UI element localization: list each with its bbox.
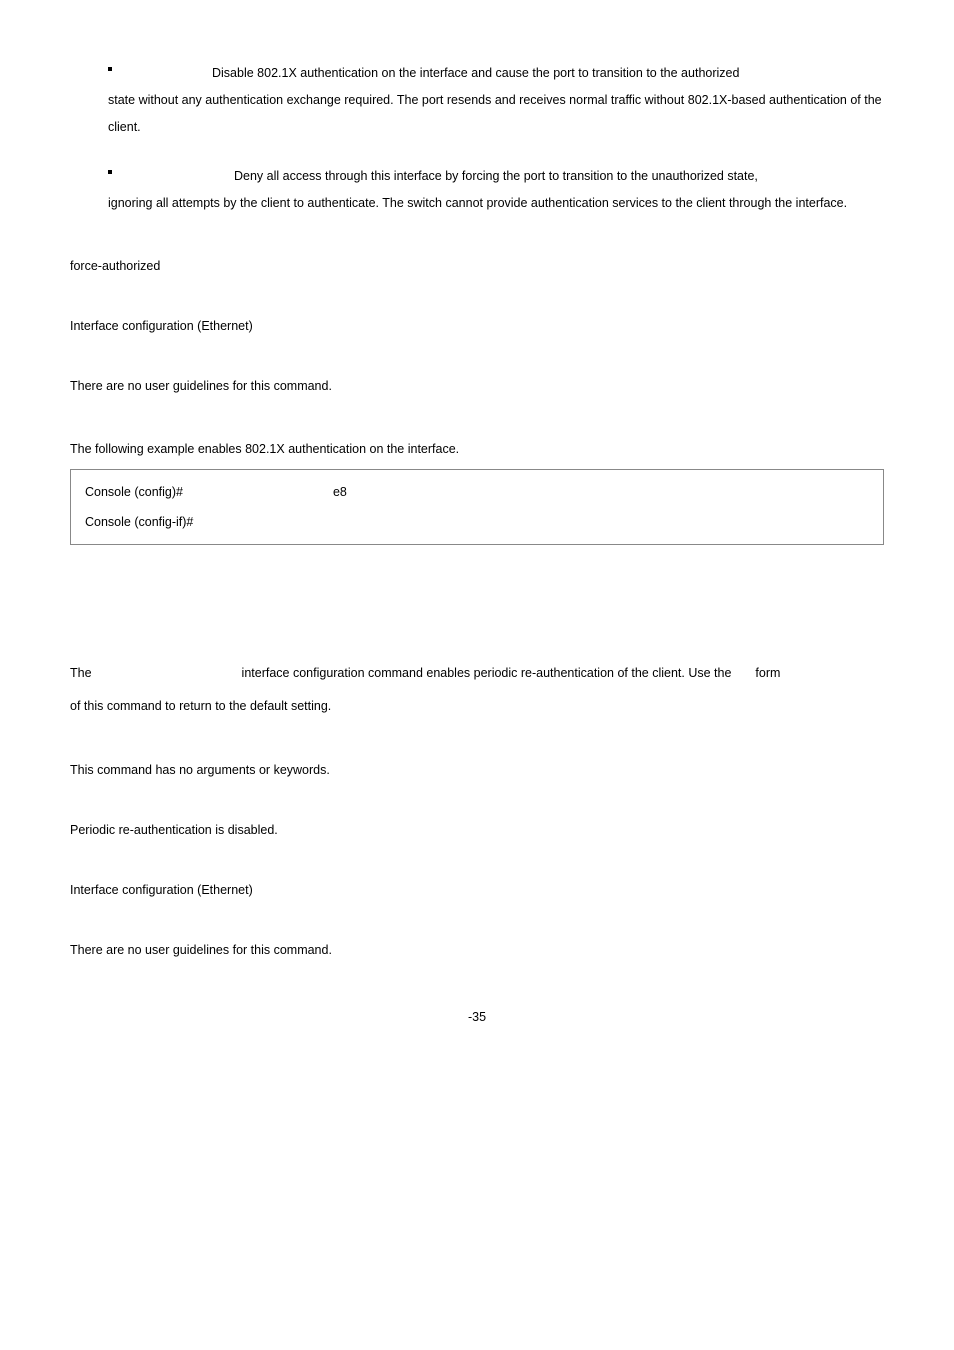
code-arg: e8 xyxy=(333,485,347,499)
list-item: Disable 802.1X authentication on the int… xyxy=(70,60,884,141)
no-args-text: This command has no arguments or keyword… xyxy=(70,760,884,780)
interface-config-label-2: Interface configuration (Ethernet) xyxy=(70,880,884,900)
code-line: Console (config)# e8 xyxy=(85,482,869,502)
no-guidelines-text: There are no user guidelines for this co… xyxy=(70,376,884,396)
reauth-mid: interface configuration command enables … xyxy=(242,666,732,680)
bullet-list: Disable 802.1X authentication on the int… xyxy=(70,60,884,216)
bullet-icon xyxy=(108,67,112,71)
bullet-text: Deny all access through this interface b… xyxy=(212,163,884,217)
bullet-rest: state without any authentication exchang… xyxy=(108,87,884,141)
force-authorized-label: force-authorized xyxy=(70,256,884,276)
example-intro: The following example enables 802.1X aut… xyxy=(70,436,884,463)
periodic-disabled-text: Periodic re-authentication is disabled. xyxy=(70,820,884,840)
reauth-tail: form xyxy=(755,666,780,680)
bullet-lead: Deny all access through this interface b… xyxy=(212,169,758,183)
page-number: -35 xyxy=(70,1010,884,1024)
reauth-paragraph: The interface configuration command enabl… xyxy=(70,660,884,687)
list-item: Deny all access through this interface b… xyxy=(70,163,884,217)
code-box: Console (config)# e8 Console (config-if)# xyxy=(70,469,884,545)
interface-config-label: Interface configuration (Ethernet) xyxy=(70,316,884,336)
bullet-rest: ignoring all attempts by the client to a… xyxy=(108,190,884,217)
reauth-line2: of this command to return to the default… xyxy=(70,693,884,720)
no-guidelines-text-2: There are no user guidelines for this co… xyxy=(70,940,884,960)
code-prompt: Console (config)# xyxy=(85,485,183,499)
bullet-lead: Disable 802.1X authentication on the int… xyxy=(212,66,739,80)
bullet-icon xyxy=(108,170,112,174)
code-line: Console (config-if)# xyxy=(85,512,869,532)
bullet-text: Disable 802.1X authentication on the int… xyxy=(212,60,884,141)
reauth-pre: The xyxy=(70,666,92,680)
